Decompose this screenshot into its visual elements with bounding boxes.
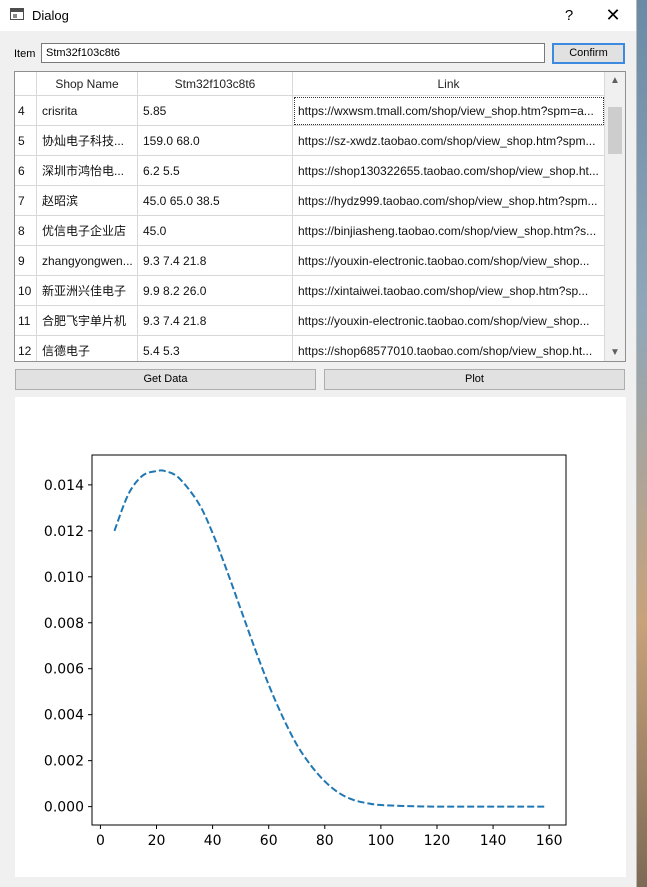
price-cell[interactable]: 6.2 5.5: [138, 156, 293, 186]
row-index: 10: [15, 276, 37, 306]
row-index: 5: [15, 126, 37, 156]
link-cell[interactable]: https://xintaiwei.taobao.com/shop/view_s…: [293, 276, 605, 306]
table-row[interactable]: 8 优信电子企业店 45.0 https://binjiasheng.taobao.c…: [15, 216, 605, 246]
x-tick-label: 100: [368, 833, 395, 849]
link-cell[interactable]: https://hydz999.taobao.com/shop/view_sho…: [293, 186, 605, 216]
plot-frame: [91, 454, 567, 826]
link-cell[interactable]: https://wxwsm.tmall.com/shop/view_shop.h…: [293, 96, 605, 126]
price-cell[interactable]: 159.0 68.0: [138, 126, 293, 156]
row-index: 8: [15, 216, 37, 246]
x-tick-label: 140: [480, 833, 507, 849]
y-tick-label: 0.002: [44, 754, 84, 770]
x-tick-label: 120: [424, 833, 451, 849]
window-title: Dialog: [32, 8, 69, 23]
row-index: 4: [15, 96, 37, 126]
help-button[interactable]: ?: [564, 7, 574, 24]
shop-name-cell[interactable]: 深圳市鸿怡电...: [37, 156, 138, 186]
item-label: Item: [14, 48, 36, 60]
scroll-down-icon[interactable]: ▼: [610, 347, 620, 358]
row-index: 7: [15, 186, 37, 216]
plot-canvas: 0 20 40 60 80 100 120 140 160 0.000 0.002 0.004 0.00…: [15, 397, 626, 877]
price-cell[interactable]: 5.4 5.3: [138, 336, 293, 361]
shop-name-cell[interactable]: 赵昭滨: [37, 186, 138, 216]
shop-name-cell[interactable]: 合肥飞宇单片机: [37, 306, 138, 336]
table-row[interactable]: 11 合肥飞宇单片机 9.3 7.4 21.8 https://youxin-elec…: [15, 306, 605, 336]
price-cell[interactable]: 45.0: [138, 216, 293, 246]
get-data-button[interactable]: Get Data: [15, 369, 316, 390]
title-bar: Dialog ? ✕: [0, 0, 636, 31]
scroll-up-icon[interactable]: ▲: [610, 75, 620, 86]
shop-name-cell[interactable]: 新亚洲兴佳电子: [37, 276, 138, 306]
line-chart: 0 20 40 60 80 100 120 140 160 0.000 0.002 0.004 0.00…: [44, 454, 567, 849]
y-tick-label: 0.004: [44, 708, 84, 724]
price-cell[interactable]: 9.9 8.2 26.0: [138, 276, 293, 306]
table-row[interactable]: 5 协灿电子科技... 159.0 68.0 https://sz-xwdz.taob…: [15, 126, 605, 156]
table-row[interactable]: 6 深圳市鸿怡电... 6.2 5.5 https://shop130322655.t…: [15, 156, 605, 186]
price-cell[interactable]: 9.3 7.4 21.8: [138, 306, 293, 336]
column-header-price[interactable]: Stm32f103c8t6: [138, 72, 293, 96]
plot-button[interactable]: Plot: [324, 369, 625, 390]
column-header-shop-name[interactable]: Shop Name: [37, 72, 138, 96]
table-row[interactable]: 7 赵昭滨 45.0 65.0 38.5 https://hydz999.taobao…: [15, 186, 605, 216]
link-cell[interactable]: https://shop68577010.taobao.com/shop/vie…: [293, 336, 605, 361]
table-row[interactable]: 10 新亚洲兴佳电子 9.9 8.2 26.0 https://xintaiwei.t…: [15, 276, 605, 306]
row-index: 11: [15, 306, 37, 336]
y-tick-label: 0.010: [44, 570, 84, 586]
x-tick-label: 20: [148, 833, 166, 849]
x-tick-label: 160: [536, 833, 563, 849]
link-cell[interactable]: https://binjiasheng.taobao.com/shop/view…: [293, 216, 605, 246]
table-row[interactable]: 9 zhangyongwen... 9.3 7.4 21.8 https://youx…: [15, 246, 605, 276]
corner-header: [15, 72, 37, 96]
link-cell[interactable]: https://sz-xwdz.taobao.com/shop/view_sho…: [293, 126, 605, 156]
y-tick-label: 0.000: [44, 800, 84, 816]
y-tick-label: 0.012: [44, 524, 84, 540]
y-tick-label: 0.006: [44, 662, 84, 678]
x-tick-label: 40: [204, 833, 222, 849]
y-tick-label: 0.014: [44, 478, 84, 494]
row-index: 12: [15, 336, 37, 361]
x-tick-label: 60: [260, 833, 278, 849]
row-index: 9: [15, 246, 37, 276]
shop-name-cell[interactable]: 协灿电子科技...: [37, 126, 138, 156]
y-tick-label: 0.008: [44, 616, 84, 632]
link-cell[interactable]: https://youxin-electronic.taobao.com/sho…: [293, 306, 605, 336]
item-input[interactable]: [41, 43, 545, 63]
price-cell[interactable]: 5.85: [138, 96, 293, 126]
table-row[interactable]: 12 信德电子 5.4 5.3 https://shop68577010.taobao…: [15, 336, 605, 361]
link-cell[interactable]: https://shop130322655.taobao.com/shop/vi…: [293, 156, 605, 186]
shop-name-cell[interactable]: zhangyongwen...: [37, 246, 138, 276]
x-tick-label: 0: [96, 833, 105, 849]
table-row[interactable]: 4 crisrita 5.85 https://wxwsm.tmall.com/sho…: [15, 96, 605, 126]
price-cell[interactable]: 9.3 7.4 21.8: [138, 246, 293, 276]
series-line: [113, 469, 547, 808]
row-index: 6: [15, 156, 37, 186]
scroll-thumb[interactable]: [608, 107, 622, 154]
close-button[interactable]: ✕: [605, 5, 621, 25]
window-icon: [10, 8, 24, 20]
vertical-scrollbar[interactable]: ▲ ▼: [605, 72, 625, 361]
shop-table[interactable]: Shop Name Stm32f103c8t6 Link 4 crisrita 5.…: [14, 71, 626, 362]
price-cell[interactable]: 45.0 65.0 38.5: [138, 186, 293, 216]
shop-name-cell[interactable]: crisrita: [37, 96, 138, 126]
shop-name-cell[interactable]: 信德电子: [37, 336, 138, 361]
column-header-link[interactable]: Link: [293, 72, 605, 96]
x-tick-label: 80: [316, 833, 334, 849]
shop-name-cell[interactable]: 优信电子企业店: [37, 216, 138, 246]
confirm-button[interactable]: Confirm: [552, 43, 625, 64]
link-cell[interactable]: https://youxin-electronic.taobao.com/sho…: [293, 246, 605, 276]
